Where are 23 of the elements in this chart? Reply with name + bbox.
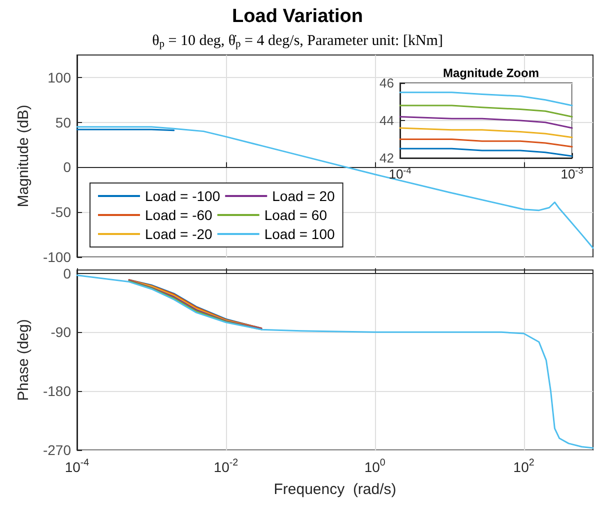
y-axis-title: Phase (deg) [15,319,32,401]
legend-label: Load = 20 [272,188,336,204]
y-tick-label: -180 [42,383,72,400]
x-axis-title: Frequency (rad/s) [274,481,396,498]
y-tick-label: 0 [63,159,72,176]
y-tick-label: 100 [48,69,72,86]
y-tick-label: 0 [63,265,72,282]
legend-label: Load = -20 [145,226,213,242]
y-axis-title: Magnitude (dB) [15,104,32,208]
legend-label: Load = -60 [145,207,213,223]
chart-title: Magnitude Zoom [443,66,539,80]
y-tick-label: -270 [42,442,72,458]
y-tick-label: 44 [380,113,394,128]
legend-label: Load = 60 [264,207,328,223]
y-tick-label: -50 [50,204,72,220]
y-tick-label: -100 [42,249,72,265]
y-tick-label: 42 [380,150,394,166]
y-tick-label: -90 [50,324,72,340]
legend-label: Load = 100 [264,226,336,242]
chart-title: Load Variation [232,6,363,27]
y-tick-label: 50 [55,114,72,130]
legend-label: Load = -100 [145,188,220,204]
y-tick-label: 46 [380,76,394,90]
